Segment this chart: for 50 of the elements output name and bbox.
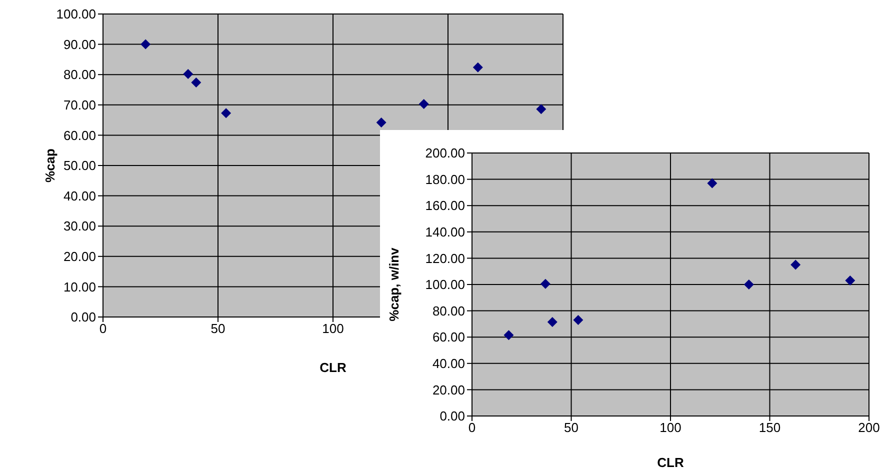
x-axis-title: CLR	[657, 455, 684, 470]
y-tick-label: 120.00	[425, 250, 465, 266]
point	[845, 276, 856, 286]
point	[472, 62, 483, 72]
x-tick-label: 0	[99, 321, 107, 336]
x-axis-title: CLR	[320, 360, 347, 375]
point	[790, 260, 801, 270]
y-tick-label: 140.00	[425, 224, 465, 240]
point	[547, 316, 558, 327]
point	[376, 117, 386, 128]
y-tick-label: 60.00	[432, 330, 465, 345]
point	[573, 315, 584, 326]
y-tick-label: 20.00	[432, 382, 465, 398]
y-axis-title: %cap	[42, 148, 58, 182]
point	[744, 280, 754, 290]
y-tick-label: 30.00	[63, 218, 96, 234]
x-tick-label: 150	[758, 420, 781, 436]
y-tick-label: 80.00	[432, 303, 465, 318]
y-tick-label: 80.00	[63, 67, 96, 82]
y-tick-label: 60.00	[63, 128, 96, 143]
y-tick-label: 10.00	[63, 279, 96, 294]
point	[221, 108, 232, 118]
y-tick-label: 160.00	[425, 198, 465, 214]
point	[418, 98, 429, 109]
y-tick-label: 200.00	[425, 146, 465, 161]
x-tick-label: 50	[210, 321, 226, 336]
point	[504, 330, 514, 340]
y-tick-label: 100.00	[425, 277, 465, 292]
y-tick-label: 70.00	[63, 98, 96, 113]
point	[140, 39, 151, 50]
y-tick-label: 20.00	[63, 249, 96, 264]
x-tick-label: 0	[468, 420, 476, 436]
point	[536, 104, 546, 114]
point	[707, 178, 718, 188]
y-tick-label: 180.00	[425, 172, 465, 187]
y-tick-label: 100.00	[56, 6, 96, 22]
y-tick-label: 90.00	[63, 36, 96, 52]
y-tick-label: 0.00	[440, 408, 465, 424]
x-tick-label: 100	[660, 420, 682, 436]
x-tick-label: 100	[322, 321, 344, 336]
y-axis-title: %cap, w/inv	[386, 246, 402, 322]
point	[191, 77, 202, 88]
x-tick-label: 200	[858, 420, 880, 436]
point	[540, 278, 550, 289]
y-tick-label: 40.00	[432, 356, 465, 372]
x-tick-label: 50	[564, 420, 578, 436]
point	[183, 68, 194, 79]
y-tick-label: 40.00	[63, 188, 96, 204]
y-tick-label: 0.00	[70, 310, 96, 325]
y-tick-label: 50.00	[63, 158, 96, 174]
